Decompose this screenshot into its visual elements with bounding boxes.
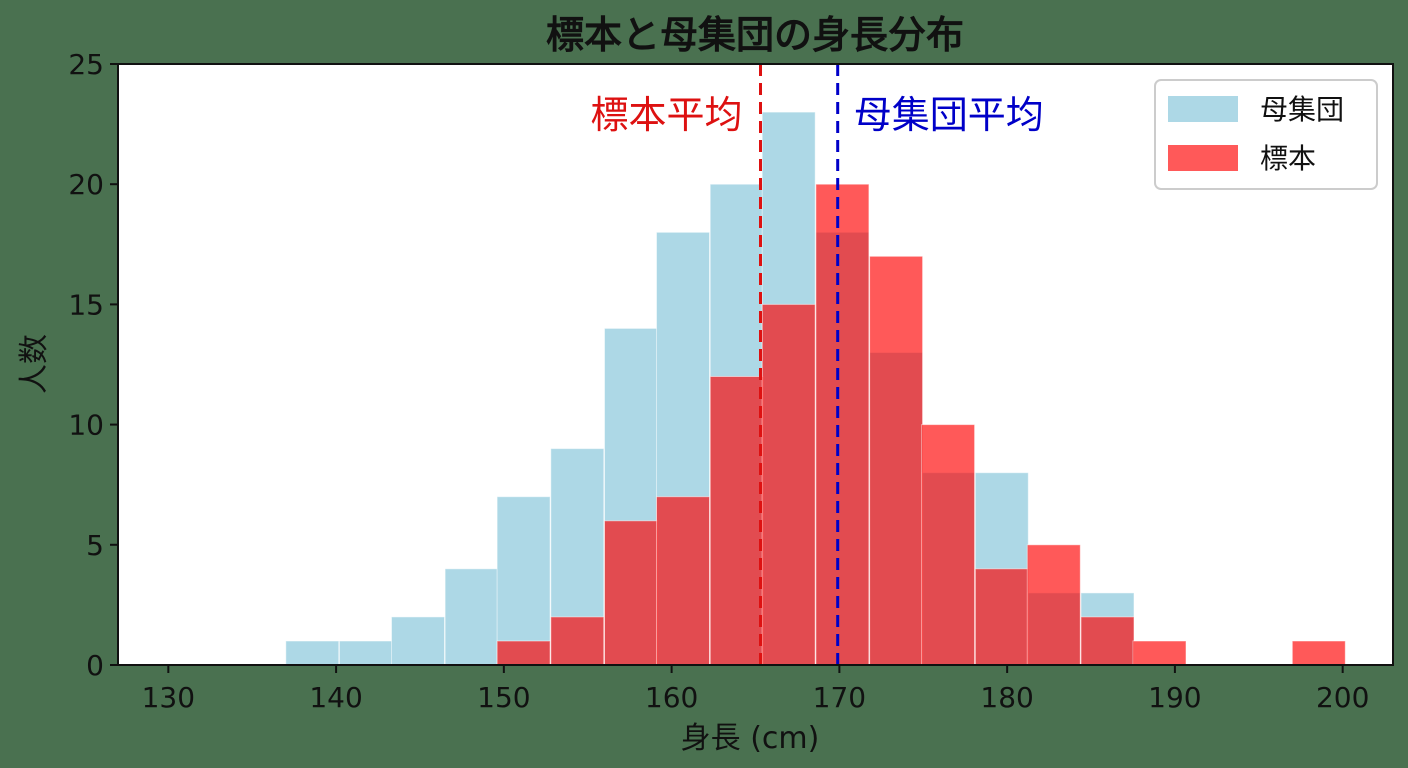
sample-mean-label: 標本平均	[590, 93, 742, 137]
bar-sample	[496, 640, 551, 666]
bar-sample	[921, 424, 976, 666]
legend-swatch-sample	[1168, 145, 1238, 171]
legend-label-sample: 標本	[1260, 142, 1316, 175]
bar-sample	[1132, 640, 1187, 666]
x-axis-label: 身長 (cm)	[681, 721, 820, 756]
bar-sample	[656, 496, 710, 666]
x-tick-label: 160	[645, 681, 698, 714]
legend-label-population: 母集団	[1260, 93, 1344, 126]
bar-population	[444, 568, 499, 666]
x-tick-label: 180	[980, 681, 1033, 714]
bar-sample	[550, 616, 605, 666]
bar-sample	[761, 303, 816, 666]
x-tick-label: 150	[477, 681, 530, 714]
bar-population	[391, 616, 445, 666]
x-tick-label: 170	[813, 681, 866, 714]
legend-swatch-population	[1168, 96, 1238, 122]
bar-sample	[1291, 640, 1346, 666]
bar-population	[338, 640, 393, 666]
bar-sample	[604, 520, 658, 666]
y-tick-label: 0	[86, 649, 104, 682]
bar-sample	[869, 255, 924, 666]
bar-sample	[709, 376, 764, 666]
y-tick-label: 5	[86, 529, 104, 562]
x-tick-label: 130	[142, 681, 195, 714]
chart-title: 標本と母集団の身長分布	[546, 13, 964, 57]
bar-population	[285, 640, 340, 666]
plot-frame	[117, 63, 1394, 666]
population-mean-label: 母集団平均	[854, 93, 1044, 137]
x-tick-label: 200	[1316, 681, 1369, 714]
legend: 母集団 標本	[1154, 79, 1378, 190]
bar-sample	[1080, 616, 1135, 666]
y-tick-label: 25	[68, 48, 104, 81]
x-tick-label: 190	[1148, 681, 1201, 714]
bar-sample	[1026, 544, 1081, 666]
y-tick-label: 15	[68, 288, 104, 321]
bar-sample	[815, 183, 870, 666]
y-tick-label: 10	[68, 409, 104, 442]
y-tick-label: 20	[68, 168, 104, 201]
bar-population	[496, 496, 551, 666]
x-tick-label: 140	[309, 681, 362, 714]
y-axis-label: 人数	[17, 334, 52, 394]
bar-sample	[974, 568, 1029, 666]
